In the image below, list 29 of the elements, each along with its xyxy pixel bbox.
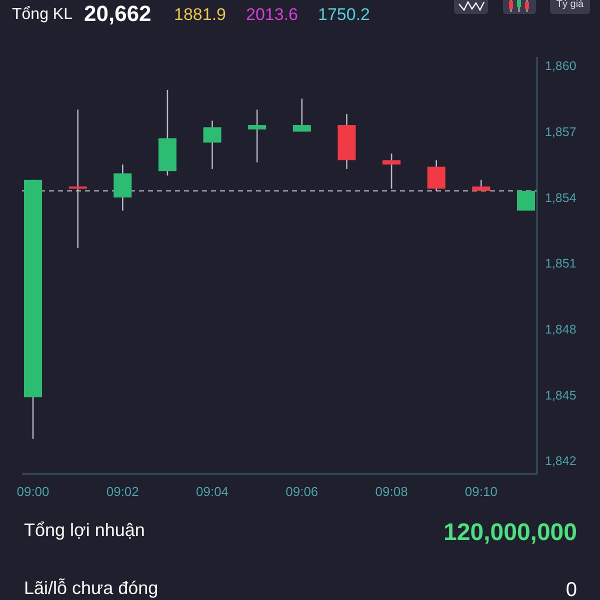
y-tick-label: 1,857: [545, 124, 576, 139]
text: 120,000,000: [444, 519, 577, 546]
x-tick-label: 09:10: [464, 484, 498, 499]
text: Lãi/lỗ chưa đóng: [24, 578, 158, 598]
y-tick-label: 1,851: [545, 256, 576, 271]
y-tick-label: 1,854: [545, 190, 576, 205]
text: 2013.6: [246, 5, 298, 24]
candlestick: [68, 109, 87, 249]
text: Tổng KL: [12, 6, 73, 23]
text: 0: [566, 579, 577, 600]
text: Tổng lợi nhuận: [24, 520, 145, 540]
x-tick-label: 09:02: [106, 484, 139, 499]
candlestick: [472, 179, 490, 192]
candlestick: [248, 109, 266, 163]
text: 1750.2: [318, 5, 370, 24]
candlestick: [292, 98, 311, 132]
x-tick-label: 09:08: [375, 484, 408, 499]
candlestick: [203, 120, 222, 170]
text: 20,662: [84, 1, 152, 26]
x-tick-label: 09:04: [196, 484, 229, 499]
y-tick-label: 1,842: [545, 454, 576, 468]
x-tick-label: 09:00: [16, 484, 50, 499]
y-tick-label: 1,848: [545, 322, 576, 337]
candlestick: [382, 152, 401, 190]
x-tick-label: 09:06: [286, 484, 318, 499]
y-tick-label: 1,860: [545, 59, 576, 74]
text: 1881.9: [174, 5, 226, 24]
candlestick: [427, 160, 446, 192]
y-tick-label: 1,845: [545, 388, 576, 402]
